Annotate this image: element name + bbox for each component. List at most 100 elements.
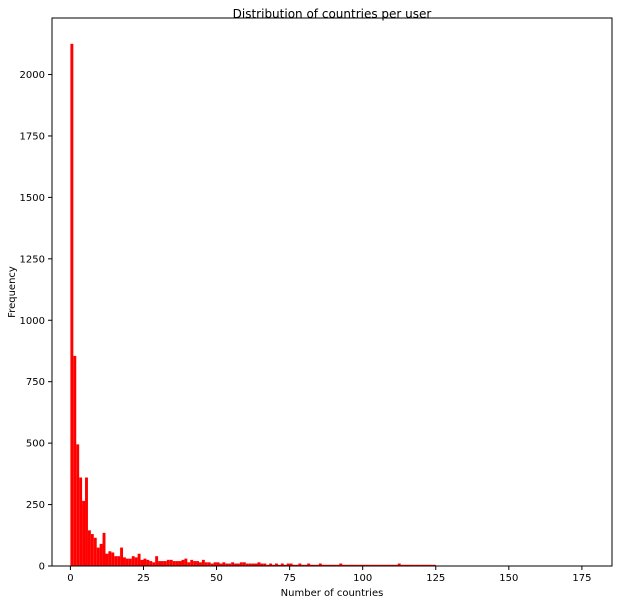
histogram-bar	[403, 564, 407, 566]
histogram-bar	[158, 561, 162, 566]
y-tick-label: 1000	[20, 316, 45, 327]
histogram-bar	[368, 564, 372, 566]
histogram-bar	[286, 563, 290, 566]
histogram-bar	[70, 43, 74, 567]
histogram-bar	[342, 564, 346, 566]
histogram-bar	[128, 558, 132, 566]
histogram-bar	[298, 563, 302, 566]
histogram-bar	[353, 564, 357, 566]
x-tick-label: 75	[283, 573, 296, 584]
x-axis-ticks: 0 25 50 75 100 125 150 175	[67, 566, 591, 584]
chart-title: Distribution of countries per user	[233, 7, 432, 21]
histogram-bar	[140, 559, 144, 566]
y-axis-ticks: 0 250 500 750 1000 1250 1500 1750 2000	[20, 70, 52, 573]
histogram-bar	[82, 500, 86, 566]
histogram-bar	[216, 562, 220, 566]
histogram-bar	[146, 559, 150, 566]
y-tick-label: 1500	[20, 193, 45, 204]
histogram-bar	[131, 556, 135, 566]
histogram-bar	[397, 563, 401, 566]
histogram-bar	[356, 564, 360, 566]
histogram-bar	[426, 564, 430, 566]
histogram-bar	[330, 564, 334, 566]
y-tick-label: 750	[26, 377, 45, 388]
histogram-bar	[377, 564, 381, 566]
histogram-bar	[324, 564, 328, 566]
histogram-bar	[359, 564, 363, 566]
y-tick-label: 1250	[20, 254, 45, 265]
histogram-bar	[102, 532, 106, 566]
histogram-bar	[178, 561, 182, 566]
histogram-bar	[187, 562, 191, 566]
histogram-bar	[161, 561, 164, 566]
histogram-bar	[163, 561, 167, 566]
histogram-bar	[336, 564, 340, 566]
histogram-bar	[277, 564, 281, 566]
histogram-bar	[400, 564, 404, 566]
histogram-bar	[207, 562, 211, 566]
histogram-bar	[117, 556, 121, 566]
histogram-bar	[172, 561, 176, 566]
histogram-bar	[204, 562, 208, 566]
histogram-bar	[292, 564, 296, 566]
histogram-bar	[254, 563, 258, 566]
histogram-bar	[149, 561, 153, 566]
histogram-bar	[87, 530, 91, 566]
plot-frame	[51, 17, 613, 567]
histogram-bar	[409, 564, 413, 566]
y-axis-label: Frequency	[7, 266, 18, 318]
histogram-bar	[280, 563, 284, 566]
histogram-bar	[99, 543, 103, 566]
histogram-bar	[93, 537, 97, 566]
histogram-bar	[260, 563, 264, 566]
histogram-bar	[421, 564, 425, 566]
histogram-bar	[386, 564, 389, 566]
histogram-bar	[105, 553, 109, 566]
x-tick-label: 150	[499, 573, 518, 584]
histogram-bar	[251, 563, 255, 566]
histogram-bar	[169, 559, 173, 566]
histogram-bar	[406, 564, 410, 566]
histogram-bar	[432, 564, 436, 566]
histogram-bar	[307, 563, 311, 566]
histogram-bar	[76, 444, 80, 566]
histogram-bar	[283, 564, 287, 566]
histogram-bar	[263, 563, 267, 566]
histogram-bar	[295, 564, 299, 566]
x-axis-label: Number of countries	[281, 588, 384, 599]
histogram-bar	[351, 564, 354, 566]
histogram-bar	[96, 547, 100, 566]
histogram-bar	[234, 563, 238, 566]
histogram-bar	[155, 556, 159, 566]
histogram-bar	[365, 564, 369, 566]
histogram-bar	[152, 562, 156, 566]
x-tick-label: 25	[137, 573, 150, 584]
histogram-bar	[239, 562, 243, 566]
histogram-bar	[196, 561, 200, 566]
histogram-bar	[310, 564, 313, 566]
y-tick-label: 500	[26, 439, 45, 450]
histogram-bar	[362, 564, 366, 566]
histogram-bar	[289, 563, 293, 566]
histogram-bar	[429, 564, 433, 566]
histogram-bar	[90, 534, 94, 566]
histogram-bar	[213, 562, 217, 566]
x-tick-label: 175	[572, 573, 591, 584]
histogram-bar	[327, 564, 331, 566]
histogram-bar	[231, 562, 235, 566]
histogram-bar	[318, 563, 322, 566]
histogram-bar	[228, 563, 232, 566]
histogram-bar	[219, 563, 223, 566]
histogram-bar	[199, 562, 202, 566]
histogram-bar	[418, 564, 422, 566]
y-tick-label: 1750	[20, 131, 45, 142]
histogram-bar	[313, 564, 316, 566]
histogram-bar	[269, 563, 273, 566]
histogram-bar	[137, 553, 141, 566]
histogram-bar	[134, 557, 138, 566]
histogram-bar	[272, 564, 275, 566]
histogram-bar	[108, 551, 112, 566]
x-tick-label: 125	[426, 573, 445, 584]
y-tick-label: 2000	[20, 70, 45, 81]
histogram-bar	[304, 564, 308, 566]
